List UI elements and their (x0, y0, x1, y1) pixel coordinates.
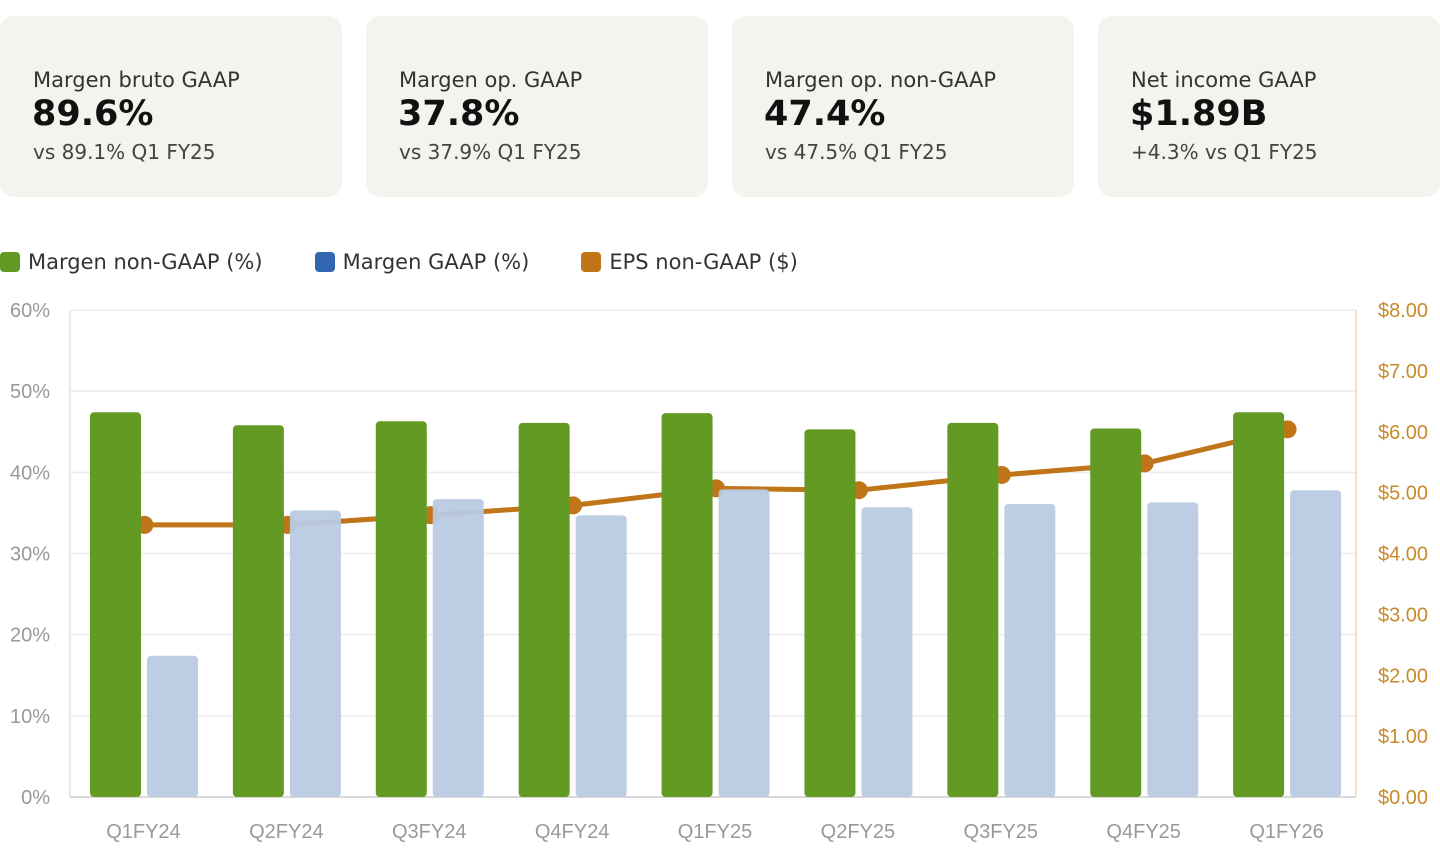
y-right-tick-label: $2.00 (1378, 665, 1428, 687)
bar-non-gaap-margin (518, 422, 570, 797)
bar-non-gaap-margin (90, 412, 141, 797)
x-tick-label: Q2FY25 (821, 821, 895, 843)
x-tick-label: Q1FY24 (106, 821, 180, 843)
kpi-value: $1.89B (1130, 94, 1268, 134)
bar-gaap-margin (289, 510, 341, 797)
x-tick-label: Q4FY25 (1106, 821, 1180, 843)
legend-label: Margen non-GAAP (%) (28, 250, 263, 274)
legend-swatch (581, 252, 602, 272)
bar-gaap-margin (1147, 502, 1199, 797)
y-left-tick-label: 20% (10, 625, 50, 647)
legend-swatch (314, 252, 335, 272)
x-tick-label: Q3FY24 (392, 821, 466, 843)
legend-label: EPS non-GAAP ($) (609, 250, 798, 274)
y-right-tick-label: $1.00 (1378, 726, 1428, 748)
kpi-comparison: vs 89.1% Q1 FY25 (33, 140, 216, 164)
y-right-tick-label: $5.00 (1378, 483, 1428, 505)
kpi-label: Margen op. GAAP (399, 68, 583, 92)
legend-swatch (0, 252, 20, 272)
bar-gaap-margin (861, 507, 913, 797)
y-right-tick-label: $7.00 (1378, 361, 1428, 383)
x-tick-label: Q1FY26 (1249, 821, 1323, 843)
bar-non-gaap-margin (375, 421, 427, 797)
kpi-comparison: vs 47.5% Q1 FY25 (765, 140, 948, 164)
bar-non-gaap-margin (804, 429, 856, 797)
y-left-tick-label: 10% (10, 706, 50, 728)
kpi-comparison: vs 37.9% Q1 FY25 (399, 140, 582, 164)
bar-gaap-margin (1004, 503, 1056, 797)
bar-non-gaap-margin (1090, 428, 1142, 797)
legend-item-eps[interactable]: EPS non-GAAP ($) (581, 250, 798, 274)
y-right-tick-label: $0.00 (1378, 787, 1428, 809)
kpi-label: Margen op. non-GAAP (765, 68, 997, 92)
y-right-tick-label: $4.00 (1378, 544, 1428, 566)
y-right-tick-label: $3.00 (1378, 604, 1428, 626)
bar-gaap-margin (147, 655, 198, 797)
bar-gaap-margin (1290, 490, 1342, 797)
kpi-value: 89.6% (32, 94, 154, 134)
kpi-value: 47.4% (764, 94, 886, 134)
y-left-tick-label: 50% (10, 381, 50, 403)
bar-gaap-margin (432, 499, 484, 797)
y-right-tick-label: $6.00 (1378, 422, 1428, 444)
bar-non-gaap-margin (232, 425, 284, 797)
kpi-card-op-margin-gaap: Margen op. GAAP 37.8% vs 37.9% Q1 FY25 (366, 16, 708, 197)
y-left-tick-label: 40% (10, 462, 50, 484)
chart-legend: Margen non-GAAP (%) Margen GAAP (%) EPS … (0, 250, 850, 274)
kpi-value: 37.8% (398, 94, 520, 134)
kpi-label: Net income GAAP (1131, 68, 1317, 92)
bar-gaap-margin (575, 515, 627, 797)
legend-item-gaap-margin[interactable]: Margen GAAP (%) (314, 250, 530, 274)
bar-gaap-margin (718, 489, 770, 797)
bar-non-gaap-margin (661, 413, 713, 797)
legend-item-non-gaap-margin[interactable]: Margen non-GAAP (%) (0, 250, 263, 274)
bar-non-gaap-margin (1233, 412, 1285, 797)
kpi-card-net-income: Net income GAAP $1.89B +4.3% vs Q1 FY25 (1098, 16, 1440, 197)
x-tick-label: Q3FY25 (964, 821, 1038, 843)
kpi-label: Margen bruto GAAP (33, 68, 240, 92)
x-tick-label: Q1FY25 (678, 821, 752, 843)
legend-label: Margen GAAP (%) (342, 250, 530, 274)
x-tick-label: Q4FY24 (535, 821, 609, 843)
y-left-tick-label: 60% (10, 300, 50, 322)
bar-non-gaap-margin (947, 422, 999, 797)
kpi-comparison: +4.3% vs Q1 FY25 (1131, 140, 1318, 164)
y-right-tick-label: $8.00 (1378, 300, 1428, 322)
x-tick-label: Q2FY24 (249, 821, 323, 843)
y-left-tick-label: 0% (21, 787, 50, 809)
kpi-card-op-margin-non-gaap: Margen op. non-GAAP 47.4% vs 47.5% Q1 FY… (732, 16, 1074, 197)
kpi-card-gross-margin: Margen bruto GAAP 89.6% vs 89.1% Q1 FY25 (0, 16, 342, 197)
y-left-tick-label: 30% (10, 544, 50, 566)
